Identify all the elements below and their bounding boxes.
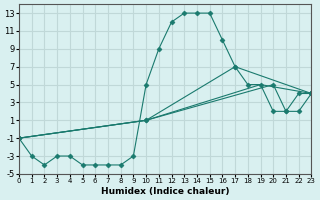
X-axis label: Humidex (Indice chaleur): Humidex (Indice chaleur): [101, 187, 229, 196]
